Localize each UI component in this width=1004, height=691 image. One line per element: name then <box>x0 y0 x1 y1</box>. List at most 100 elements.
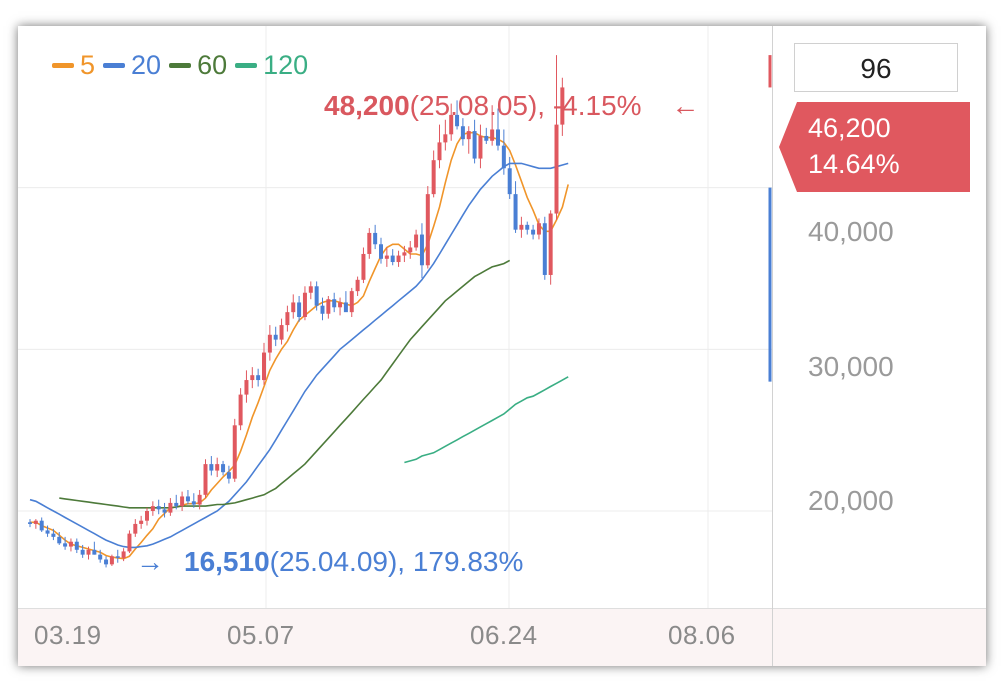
candle-body <box>139 520 144 524</box>
candle-body <box>472 131 477 159</box>
candle-body <box>320 305 325 314</box>
candle-body <box>86 549 91 555</box>
candle-body <box>80 549 85 555</box>
candle-body <box>168 502 173 513</box>
candle-body <box>542 223 547 275</box>
candle-body <box>244 380 249 395</box>
candle-body <box>209 464 214 471</box>
candle-body <box>279 325 284 340</box>
candle-body <box>326 299 331 314</box>
candle-body <box>162 509 167 513</box>
period-high-detail: (25.08.05), -4.15% <box>409 90 642 121</box>
candle-body <box>525 224 530 230</box>
candle-body <box>390 255 395 263</box>
candle-body <box>490 129 495 141</box>
candle-body <box>343 302 348 313</box>
x-tick-label: 05.07 <box>227 620 295 650</box>
y-tick-label: 30,000 <box>808 351 894 382</box>
candle-body <box>460 126 465 140</box>
x-tick-label: 06.24 <box>470 620 538 650</box>
candle-body <box>443 134 448 143</box>
candle-body <box>384 255 389 259</box>
candle-body <box>554 124 559 214</box>
price-plot[interactable] <box>18 26 772 666</box>
candle-body <box>92 549 97 555</box>
candle-body <box>57 536 62 544</box>
current-price-tag: 46,200 14.64% <box>779 102 970 192</box>
candle-body <box>414 234 419 248</box>
candle-body <box>145 511 149 521</box>
candle-body <box>484 135 489 141</box>
candle-body <box>267 334 272 353</box>
candle-body <box>232 425 237 479</box>
candle-body <box>256 375 261 381</box>
candle-body <box>285 312 290 326</box>
candle-body <box>560 87 565 125</box>
legend-item-ma60[interactable]: 60 <box>169 50 227 81</box>
legend-item-ma120[interactable]: 120 <box>235 50 308 81</box>
candle-body <box>180 496 185 507</box>
candle-body <box>396 255 401 263</box>
candle-body <box>449 114 454 135</box>
candle-body <box>191 501 196 505</box>
candle-body <box>109 556 114 565</box>
candle-body <box>121 551 126 558</box>
moving-average-legend: 5 20 60 120 <box>52 50 308 81</box>
candle-body <box>349 291 354 313</box>
candle-body <box>373 232 378 245</box>
legend-swatch-ma120 <box>235 63 258 68</box>
candle-body <box>98 554 103 560</box>
legend-item-ma20[interactable]: 20 <box>103 50 161 81</box>
legend-label-ma120: 120 <box>263 50 309 80</box>
candle-body <box>466 131 471 140</box>
current-price: 46,200 <box>808 113 891 143</box>
candle-body <box>548 213 553 275</box>
right-arrow-icon: → <box>136 546 164 577</box>
candle-body <box>332 299 337 308</box>
candle-body <box>314 286 319 306</box>
candle-body <box>437 142 442 161</box>
candle-body <box>262 352 266 381</box>
legend-item-ma5[interactable]: 5 <box>52 50 95 81</box>
period-low-price: 16,510 <box>184 546 270 577</box>
candle-body <box>496 129 500 146</box>
candle-body <box>501 145 506 169</box>
x-axis-strip <box>18 608 986 666</box>
candle-body <box>185 496 190 502</box>
legend-label-ma20: 20 <box>131 50 162 80</box>
current-change-percent: 14.64% <box>808 149 900 179</box>
period-input[interactable]: 96 <box>794 43 958 92</box>
candle-body <box>215 464 220 471</box>
candle-body <box>455 114 460 127</box>
y-tick-label: 40,000 <box>808 216 894 247</box>
candle-body <box>308 286 313 293</box>
x-tick-label: 08.06 <box>668 620 736 650</box>
period-low-detail: (25.04.09), 179.83% <box>269 546 524 577</box>
candle-body <box>51 533 56 537</box>
candlestick-chart[interactable] <box>18 26 772 666</box>
candle-body <box>250 375 255 381</box>
candle-body <box>74 541 79 550</box>
candle-body <box>203 464 208 495</box>
candle-body <box>355 279 360 292</box>
ma-60-line <box>59 259 511 509</box>
ma-20-line <box>29 162 569 549</box>
candle-body <box>338 302 343 308</box>
candle-body <box>419 234 424 266</box>
candle-body <box>536 223 541 235</box>
candle-body <box>156 506 161 510</box>
candle-body <box>63 543 68 547</box>
candle-body <box>28 522 32 524</box>
candle-body <box>531 229 536 235</box>
candle-body <box>297 302 302 317</box>
period-high-price: 48,200 <box>324 90 410 121</box>
legend-label-ma60: 60 <box>197 50 228 80</box>
chart-frame: 5 20 60 120 48,200(25.08.05), -4.15% ← →… <box>18 26 986 666</box>
candle-body <box>367 232 372 254</box>
candle-body <box>133 523 138 534</box>
candle-body <box>115 556 120 558</box>
candle-body <box>379 244 383 259</box>
candle-body <box>221 464 226 473</box>
candle-body <box>39 520 44 531</box>
candle-body <box>197 494 202 505</box>
